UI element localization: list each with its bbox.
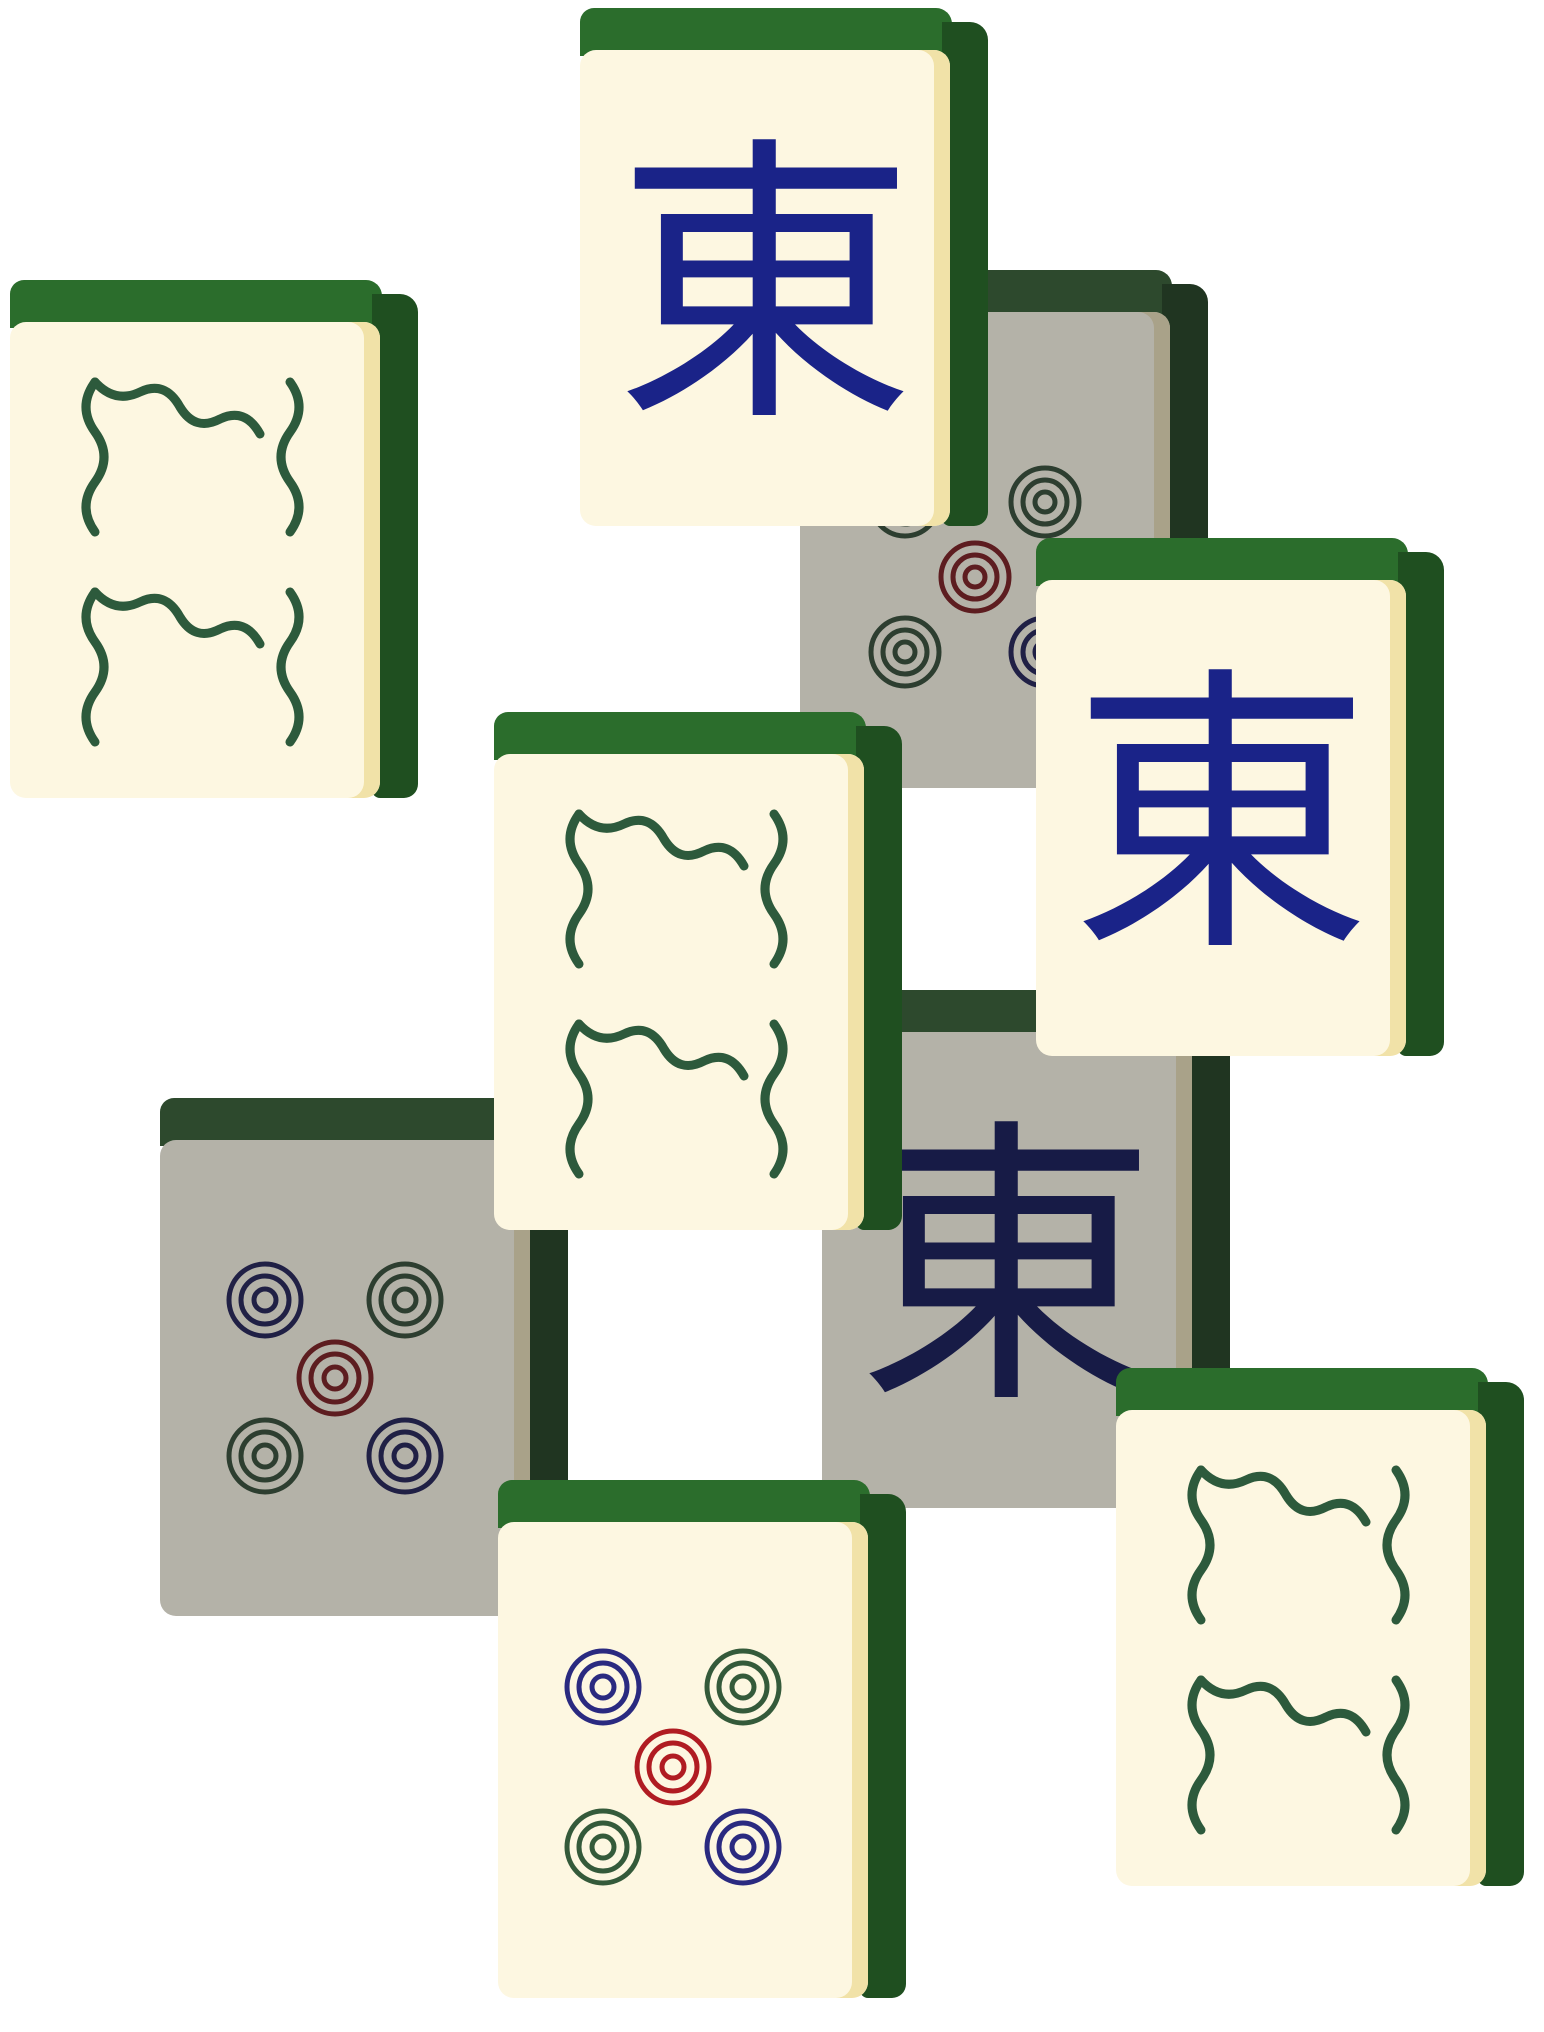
tile-top-edge <box>494 712 866 760</box>
tile-top-edge <box>580 8 952 56</box>
tile-face <box>1116 1410 1486 1886</box>
tile-top-edge <box>10 280 382 328</box>
east-wind-glyph: 東 <box>615 113 915 462</box>
two-bamboo-icon <box>81 377 304 747</box>
tile-face <box>494 754 864 1230</box>
tile-face <box>10 322 380 798</box>
tile-top-edge <box>1116 1368 1488 1416</box>
five-circles-icon <box>564 1648 782 1886</box>
two-bamboo-icon <box>565 809 788 1179</box>
tile-bamboo-top-left[interactable] <box>10 280 418 798</box>
tile-east-top[interactable]: 東 <box>580 8 988 526</box>
tile-face <box>498 1522 868 1998</box>
east-wind-glyph: 東 <box>1071 643 1371 992</box>
tile-circles-back-left[interactable] <box>160 1098 568 1616</box>
tile-circles-bottom[interactable] <box>498 1480 906 1998</box>
tile-face <box>160 1140 530 1616</box>
two-bamboo-icon <box>1187 1465 1410 1835</box>
tile-top-edge <box>498 1480 870 1528</box>
five-circles-icon <box>226 1261 444 1495</box>
tile-face: 東 <box>1036 580 1406 1056</box>
tile-east-right[interactable]: 東 <box>1036 538 1444 1056</box>
tile-top-edge <box>160 1098 532 1146</box>
tile-bamboo-bottom-right[interactable] <box>1116 1368 1524 1886</box>
tile-bamboo-center[interactable] <box>494 712 902 1230</box>
east-wind-glyph: 東 <box>857 1095 1157 1444</box>
tile-face: 東 <box>580 50 950 526</box>
tile-top-edge <box>1036 538 1408 586</box>
